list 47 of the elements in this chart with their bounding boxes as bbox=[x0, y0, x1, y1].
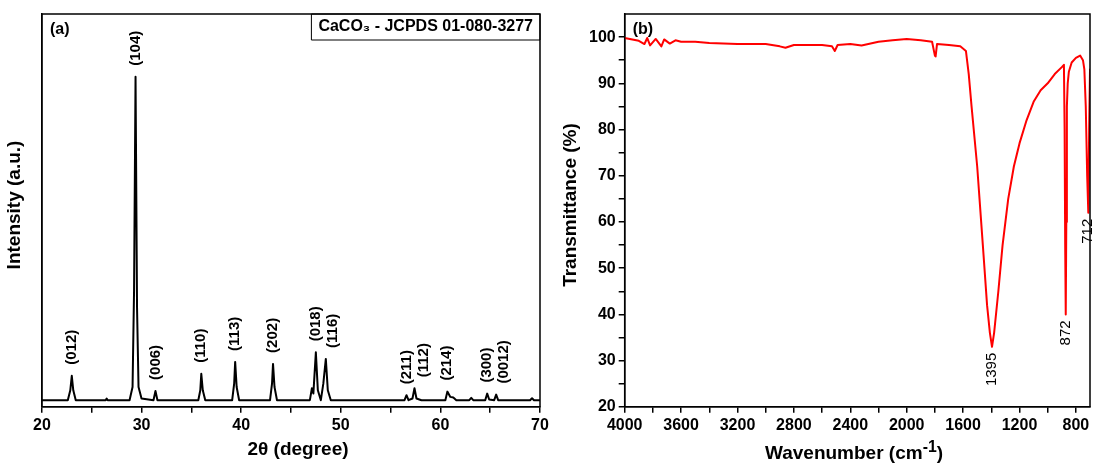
annotation: (012) bbox=[61, 329, 79, 365]
annotation: (b) bbox=[632, 20, 654, 38]
annotation: (018) bbox=[305, 306, 323, 342]
y-tick-label: 20 bbox=[597, 397, 616, 415]
x-tick-label: 2800 bbox=[776, 415, 812, 433]
x-tick-label: 3600 bbox=[663, 415, 699, 433]
annotation: (202) bbox=[263, 317, 281, 353]
annotation: (116) bbox=[322, 313, 340, 348]
x-tick-label: 50 bbox=[331, 415, 350, 433]
y-tick-label: 40 bbox=[597, 304, 616, 322]
text: CaCO₃ - JCPDS 01-080-3277 bbox=[318, 17, 534, 35]
y-tick-label: 30 bbox=[597, 350, 616, 368]
x-tick-label: 4000 bbox=[606, 415, 643, 433]
annotation: 1395 bbox=[982, 352, 1000, 387]
y-axis-title: Transmittance (%) bbox=[558, 123, 581, 287]
x-tick-label: 2000 bbox=[888, 415, 925, 433]
annotation: (211) bbox=[396, 350, 414, 385]
annotation: (104) bbox=[125, 30, 143, 66]
y-tick-label: 60 bbox=[597, 212, 616, 230]
y-tick-label: 100 bbox=[588, 27, 616, 45]
x-tick-label: 20 bbox=[33, 415, 51, 433]
x-tick-label: 70 bbox=[531, 415, 549, 433]
x-axis-title: 2θ (degree) bbox=[246, 438, 350, 460]
annotation: (113) bbox=[225, 316, 243, 351]
annotation: 872 bbox=[1055, 320, 1073, 346]
y-tick-label: 70 bbox=[597, 166, 616, 184]
y-tick-label: 50 bbox=[597, 258, 616, 276]
x-tick-label: 3200 bbox=[719, 415, 756, 433]
annotation: (110) bbox=[191, 328, 209, 363]
text: (a) bbox=[49, 20, 70, 38]
x-tick-label: 60 bbox=[431, 415, 450, 433]
y-axis-title: Intensity (a.u.) bbox=[2, 140, 25, 270]
x-tick-label: 2400 bbox=[832, 415, 869, 433]
y-tick-label: 90 bbox=[597, 73, 616, 91]
annotation: 712 bbox=[1078, 218, 1096, 244]
x-axis-title: Wavenumber (cm$^{-1}$) bbox=[763, 438, 945, 465]
x-tick-label: 30 bbox=[132, 415, 151, 433]
x-tick-label: 800 bbox=[1062, 415, 1090, 433]
annotation: (006) bbox=[145, 344, 163, 380]
annotation: (300) bbox=[477, 347, 495, 383]
x-tick-label: 1600 bbox=[945, 415, 981, 433]
annotation: (214) bbox=[437, 345, 455, 381]
x-tick-label: 1200 bbox=[1001, 415, 1038, 433]
annotation: (112) bbox=[413, 343, 431, 378]
y-tick-label: 80 bbox=[597, 119, 616, 137]
x-tick-label: 40 bbox=[232, 415, 251, 433]
annotation: (0012) bbox=[494, 340, 512, 384]
